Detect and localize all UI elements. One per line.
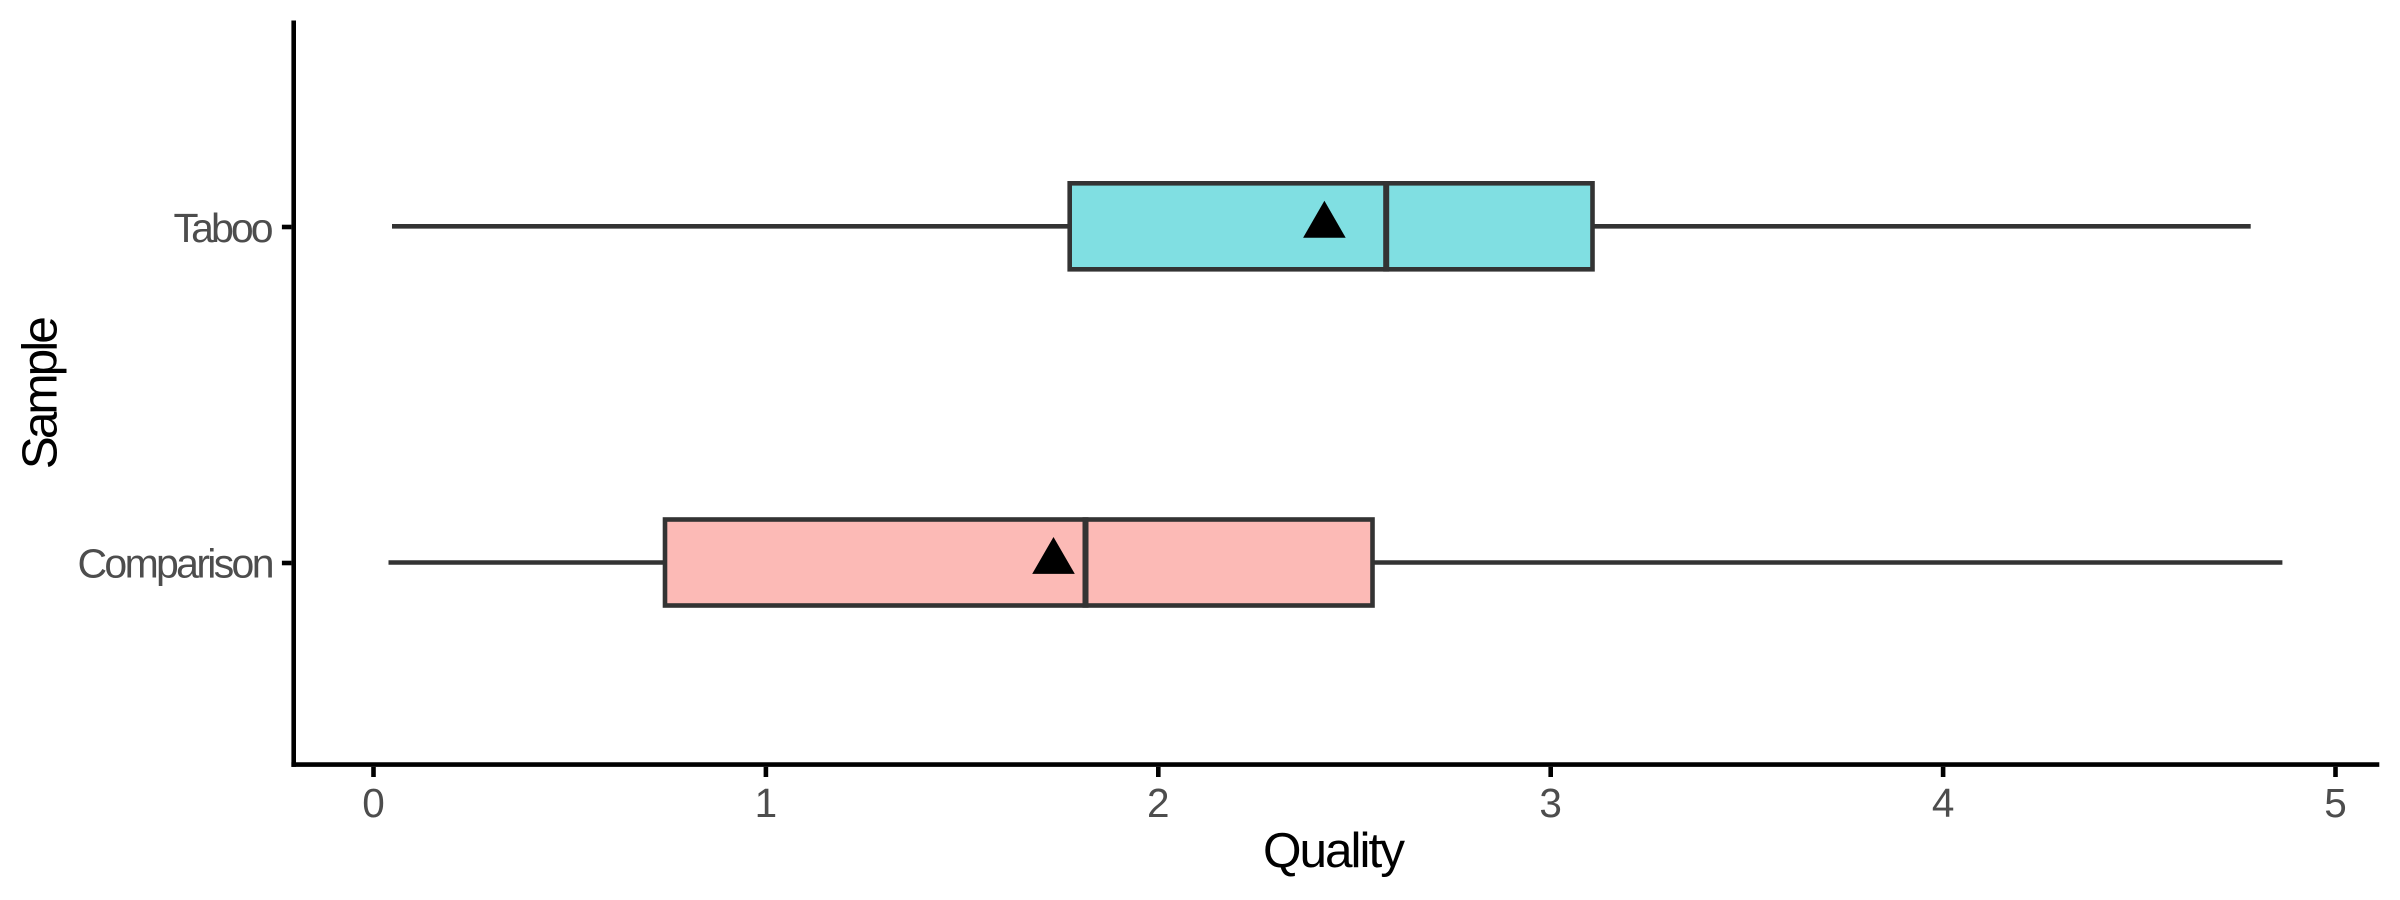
svg-text:0: 0 [362,780,385,826]
svg-text:4: 4 [1932,780,1955,826]
svg-text:5: 5 [2324,780,2347,826]
svg-text:Quality: Quality [1263,823,1405,878]
svg-text:Comparison: Comparison [78,541,275,587]
svg-text:2: 2 [1147,780,1170,826]
svg-text:3: 3 [1539,780,1562,826]
svg-text:Sample: Sample [13,316,68,469]
svg-text:Taboo: Taboo [174,205,274,251]
svg-text:1: 1 [755,780,778,826]
